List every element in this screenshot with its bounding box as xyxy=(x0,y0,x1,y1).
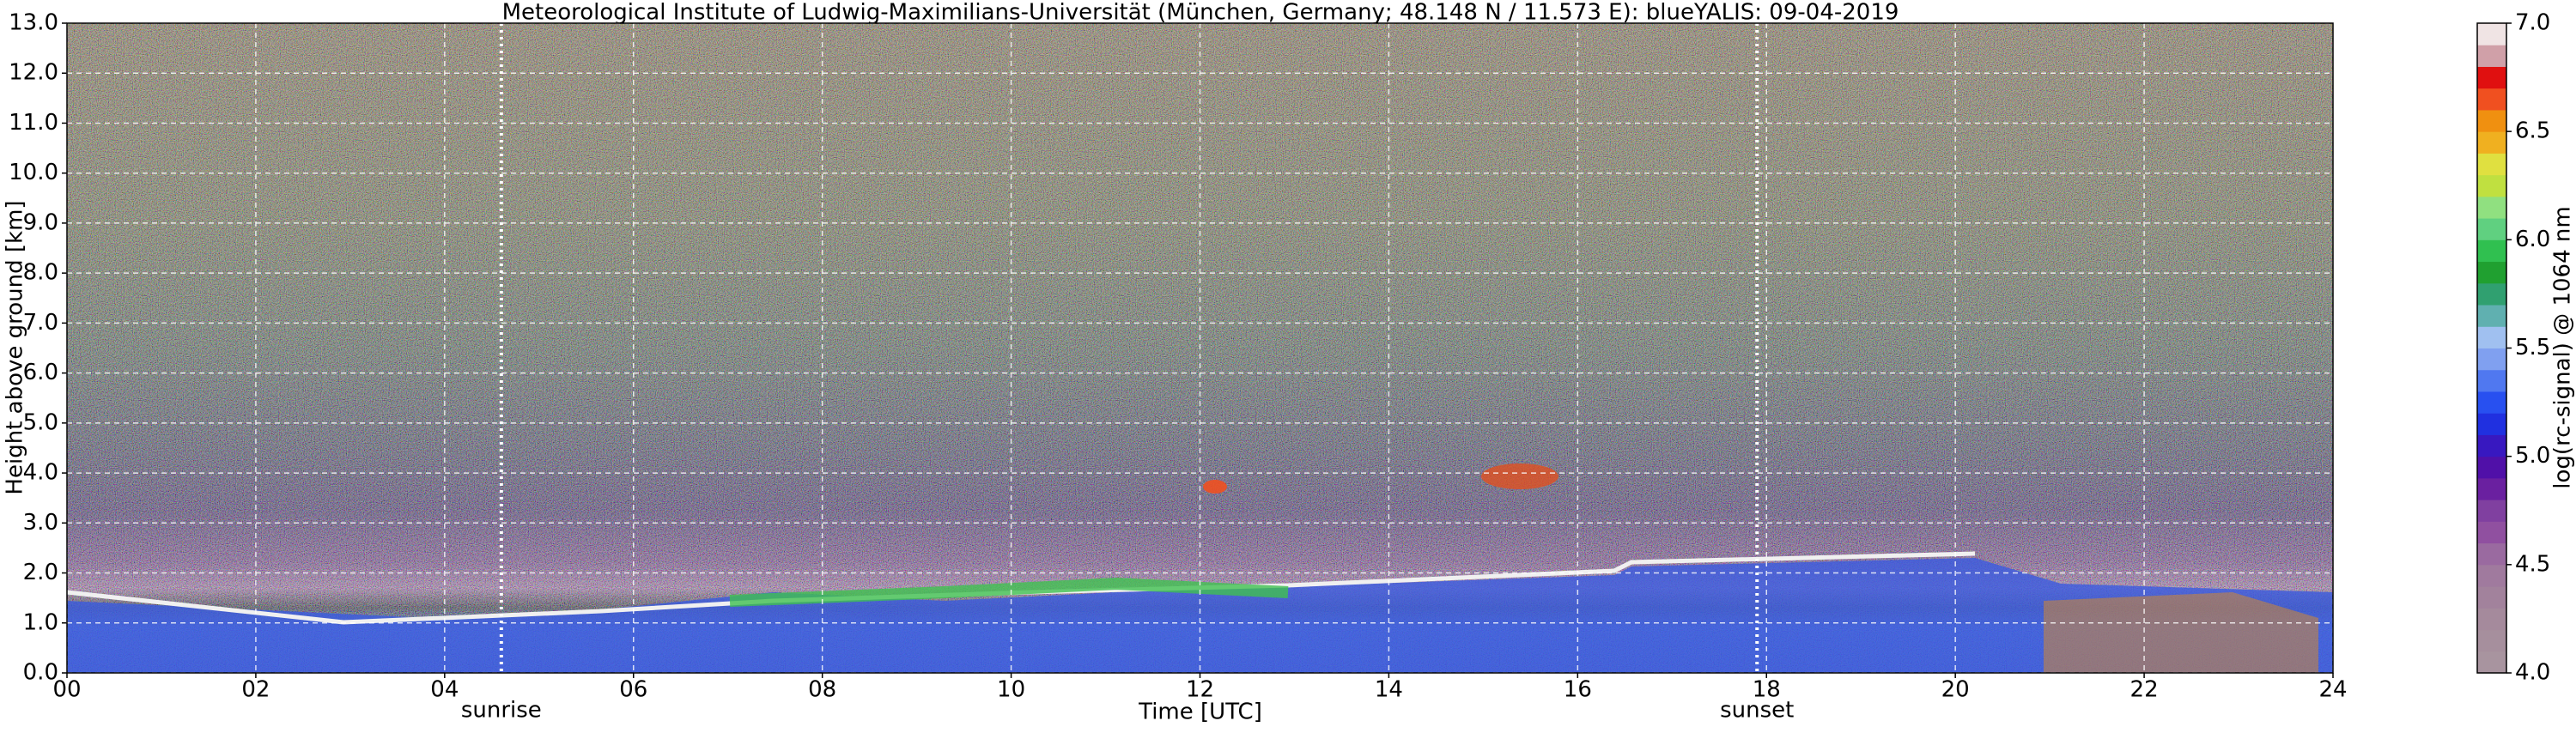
cloud-patch xyxy=(1481,463,1558,489)
x-tick-label: 24 xyxy=(2318,677,2347,703)
chart-title: Meteorological Institute of Ludwig-Maxim… xyxy=(502,0,1899,26)
colorbar-band xyxy=(2477,542,2506,566)
y-tick-label: 3.0 xyxy=(23,510,58,536)
colorbar-tick-label: 4.5 xyxy=(2515,551,2550,577)
colorbar-band xyxy=(2477,261,2506,284)
y-tick-label: 8.0 xyxy=(23,260,58,286)
colorbar-band xyxy=(2477,521,2506,544)
colorbar-band xyxy=(2477,45,2506,67)
y-tick-label: 10.0 xyxy=(9,160,58,185)
lower-layer xyxy=(2044,592,2318,673)
y-tick-label: 6.0 xyxy=(23,360,58,385)
colorbar-band xyxy=(2477,564,2506,587)
green-layer xyxy=(729,577,1289,607)
colorbar-tick-label: 6.0 xyxy=(2515,227,2550,252)
colorbar-band xyxy=(2477,282,2506,306)
colorbar-band xyxy=(2477,651,2506,674)
colorbar-band xyxy=(2477,348,2506,371)
colorbar-band xyxy=(2477,109,2506,132)
x-tick-label: 06 xyxy=(619,677,647,703)
x-tick-label: 12 xyxy=(1186,677,1214,703)
x-tick-label: 00 xyxy=(52,677,81,703)
aerosol-layer xyxy=(67,558,2333,673)
colorbar-band xyxy=(2477,153,2506,176)
colorbar-band xyxy=(2477,305,2506,327)
y-axis-label: Height above ground [km] xyxy=(3,200,28,494)
annotation-label: sunset xyxy=(1720,698,1794,724)
x-tick-label: 08 xyxy=(808,677,836,703)
y-tick-label: 0.0 xyxy=(23,660,58,686)
colorbar-label: log(rc-signal) @ 1064 nm xyxy=(2550,206,2576,488)
colorbar-band xyxy=(2477,369,2506,392)
y-tick-label: 9.0 xyxy=(23,209,58,235)
colorbar-band xyxy=(2477,131,2506,154)
colorbar-tick-label: 4.0 xyxy=(2515,660,2550,686)
colorbar-tick-label: 5.0 xyxy=(2515,443,2550,469)
colorbar-band xyxy=(2477,413,2506,435)
x-axis-label: Time [UTC] xyxy=(1138,700,1262,725)
colorbar-band xyxy=(2477,174,2506,197)
y-tick-label: 1.0 xyxy=(23,609,58,635)
colorbar-band xyxy=(2477,586,2506,609)
x-tick-label: 10 xyxy=(997,677,1025,703)
y-tick-label: 13.0 xyxy=(9,10,58,36)
colorbar-band xyxy=(2477,88,2506,111)
colorbar-band xyxy=(2477,629,2506,652)
x-tick-label: 14 xyxy=(1375,677,1403,703)
colorbar-band xyxy=(2477,434,2506,457)
colorbar-band xyxy=(2477,500,2506,522)
x-tick-label: 18 xyxy=(1753,677,1781,703)
y-tick-label: 2.0 xyxy=(23,560,58,585)
colorbar-band xyxy=(2477,326,2506,348)
y-tick-label: 5.0 xyxy=(23,409,58,435)
x-tick-label: 02 xyxy=(241,677,270,703)
annotation-label: sunrise xyxy=(461,698,542,724)
colorbar-band xyxy=(2477,218,2506,240)
y-tick-label: 4.0 xyxy=(23,460,58,486)
y-tick-label: 7.0 xyxy=(23,310,58,336)
colorbar-band xyxy=(2477,477,2506,500)
colorbar-band xyxy=(2477,23,2506,45)
x-tick-label: 04 xyxy=(430,677,459,703)
colorbar-band xyxy=(2477,196,2506,219)
plot-frame xyxy=(66,22,2334,674)
x-tick-label: 16 xyxy=(1564,677,1592,703)
y-tick-label: 11.0 xyxy=(9,110,58,136)
colorbar-band xyxy=(2477,391,2506,414)
x-tick-label: 22 xyxy=(2130,677,2159,703)
y-tick-label: 12.0 xyxy=(9,60,58,86)
cloud-patch xyxy=(1203,480,1227,494)
colorbar-tick-label: 5.5 xyxy=(2515,335,2550,360)
colorbar-band xyxy=(2477,608,2506,631)
colorbar-band xyxy=(2477,456,2506,479)
x-tick-label: 20 xyxy=(1941,677,1970,703)
colorbar-tick-label: 6.5 xyxy=(2515,118,2550,144)
colorbar-band xyxy=(2477,66,2506,89)
colorbar-band xyxy=(2477,239,2506,263)
colorbar-tick-label: 7.0 xyxy=(2515,10,2550,36)
